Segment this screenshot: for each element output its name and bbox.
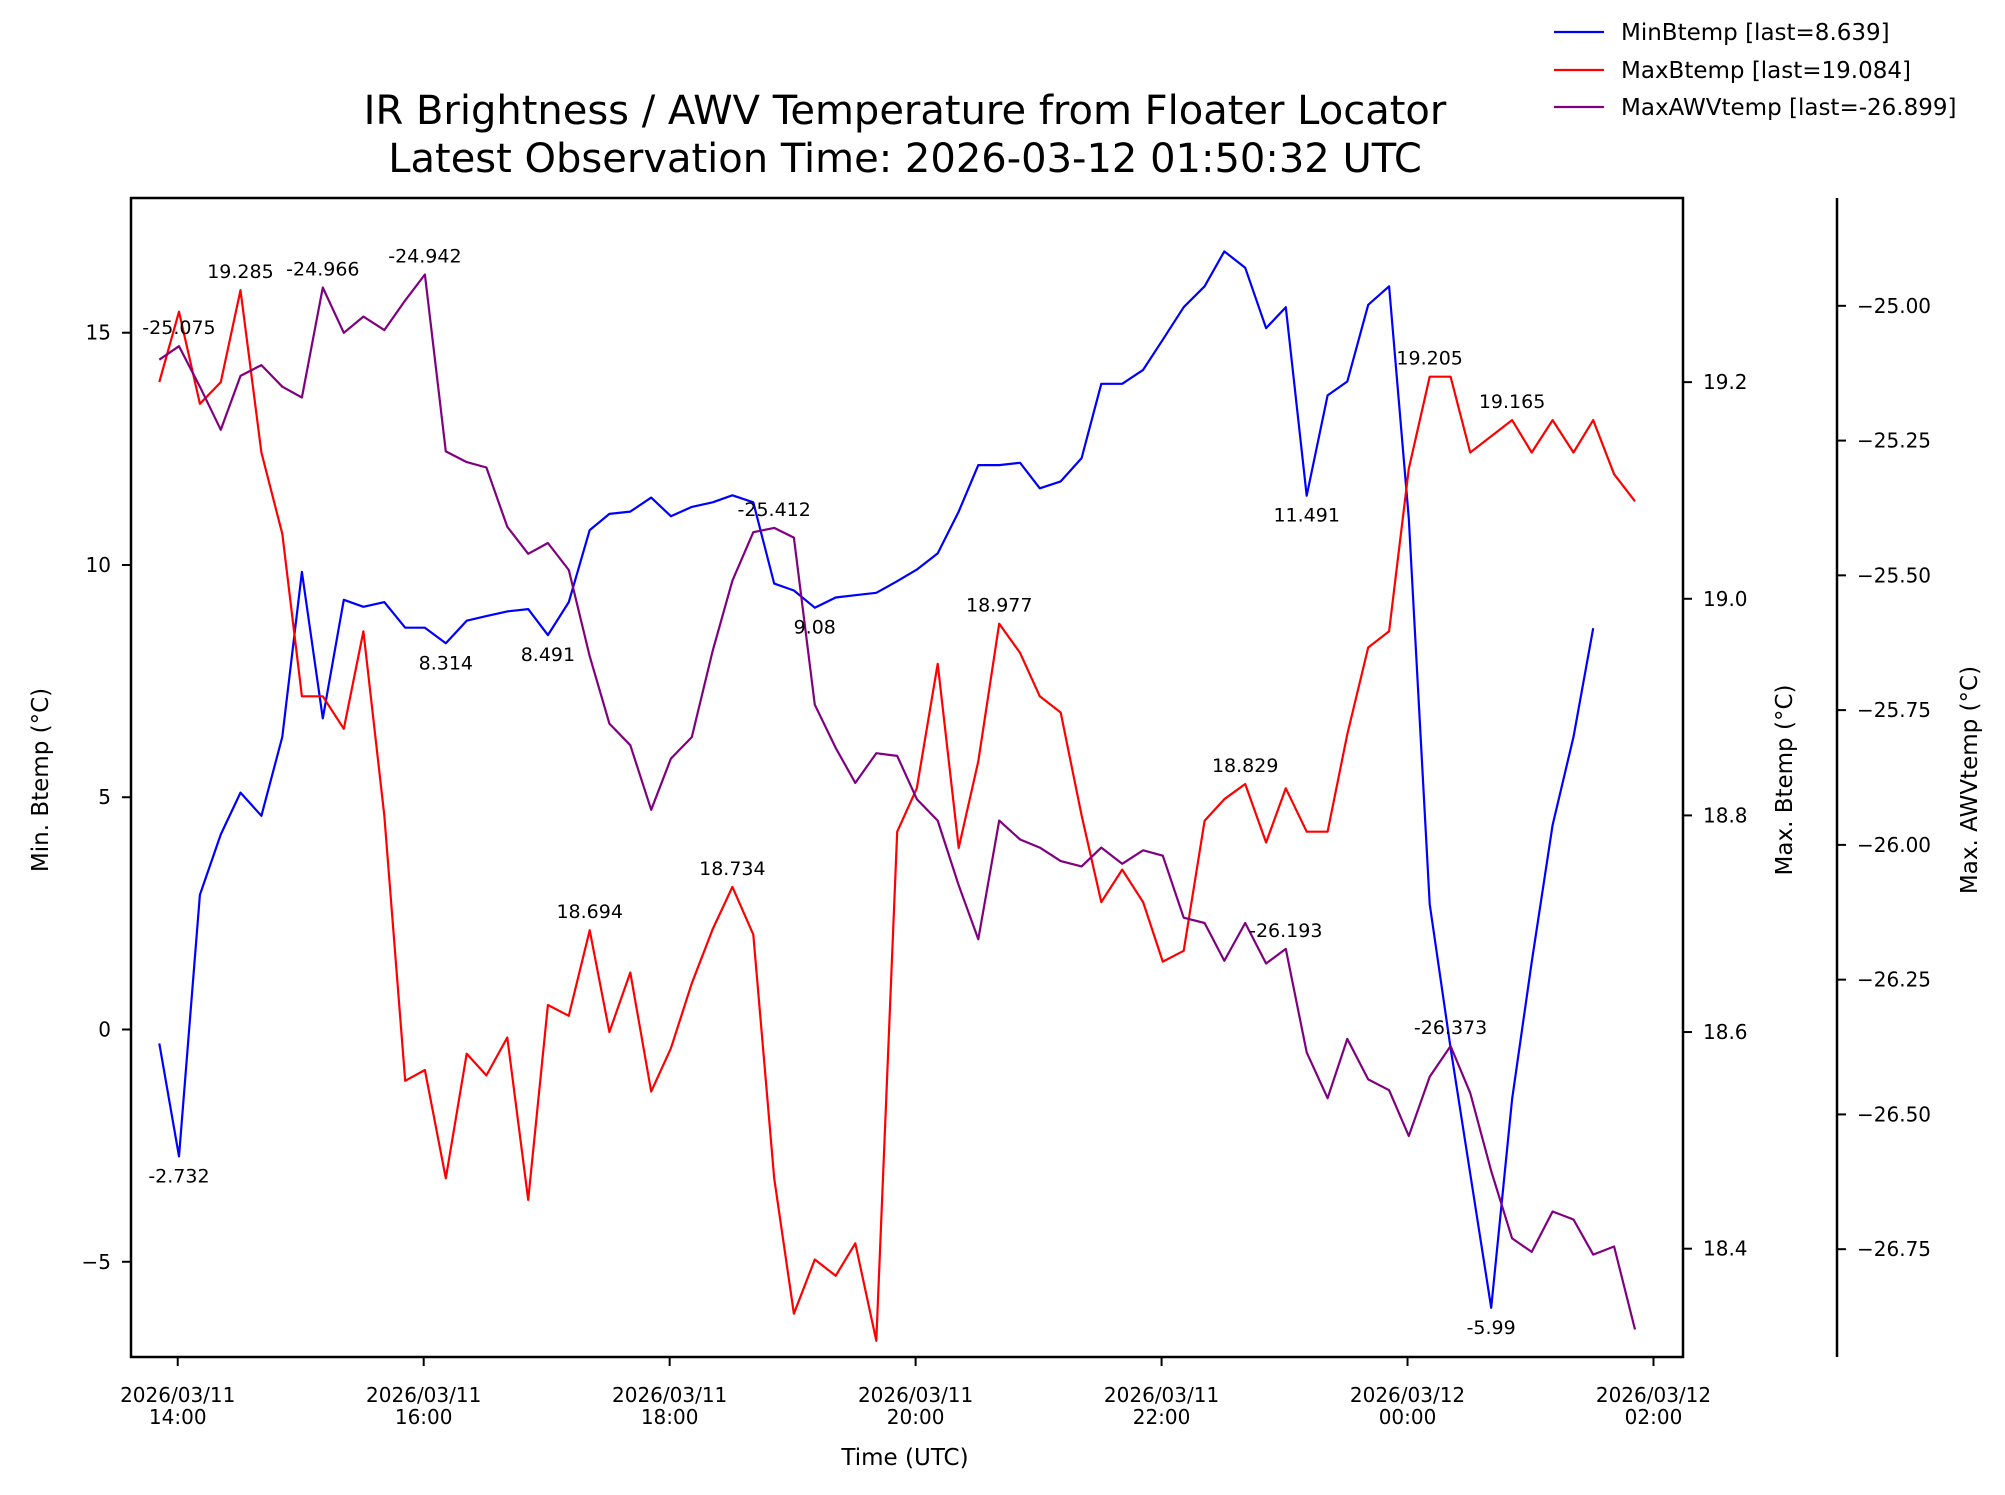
- x-tick-label-date: 2026/03/11: [120, 1383, 235, 1407]
- chart-title-line-1: IR Brightness / AWV Temperature from Flo…: [364, 88, 1447, 134]
- x-tick-label-time: 18:00: [641, 1405, 699, 1429]
- y-min-tick-label: 0: [98, 1018, 111, 1042]
- x-tick-label-time: 20:00: [887, 1405, 945, 1429]
- data-label: -25.412: [738, 499, 811, 521]
- chart-title: IR Brightness / AWV Temperature from Flo…: [364, 88, 1447, 182]
- data-label: 18.694: [556, 901, 622, 923]
- data-label: 18.829: [1212, 755, 1278, 777]
- chart-title-line-2: Latest Observation Time: 2026-03-12 01:5…: [388, 136, 1422, 182]
- x-axis: Time (UTC) 2026/03/1114:002026/03/1116:0…: [120, 1357, 1711, 1471]
- data-annotations: -2.732 8.314 8.491 9.08 11.491 -5.99 19.285 18.…: [142, 246, 1545, 1339]
- data-label: 19.205: [1396, 348, 1462, 370]
- legend-label-min-btemp: MinBtemp [last=8.639]: [1621, 20, 1890, 46]
- data-label: 8.314: [419, 652, 473, 674]
- data-label: 9.08: [794, 617, 836, 639]
- y-awv-tick-label: −26.25: [1857, 968, 1931, 992]
- min-btemp-line: [158, 250, 1595, 1309]
- max-btemp-line: [158, 289, 1636, 1342]
- y-awv-tick-label: −26.50: [1857, 1102, 1931, 1126]
- y-axis-min-label: Min. Btemp (°C): [28, 688, 54, 872]
- y-awv-tick-label: −25.50: [1857, 563, 1931, 587]
- y-min-tick-label: 5: [98, 785, 111, 809]
- x-axis-label: Time (UTC): [840, 1445, 968, 1471]
- y-min-tick-label: 15: [86, 321, 111, 345]
- plot-area-border: [129, 196, 1685, 1359]
- x-tick-label-date: 2026/03/12: [1596, 1383, 1711, 1407]
- series-lines: [158, 250, 1637, 1342]
- y-axis-awv-label: Max. AWVtemp (°C): [1957, 666, 1983, 894]
- data-label: 11.491: [1273, 505, 1339, 527]
- plot-frame: [129, 196, 1839, 1359]
- x-tick-label-time: 00:00: [1379, 1405, 1437, 1429]
- x-tick-label-time: 16:00: [395, 1405, 453, 1429]
- y-max-tick-label: 18.8: [1703, 803, 1748, 827]
- x-tick-label-time: 02:00: [1625, 1405, 1683, 1429]
- y-max-tick-label: 18.6: [1703, 1020, 1748, 1044]
- x-tick-label-time: 22:00: [1133, 1405, 1191, 1429]
- y-max-tick-label: 18.4: [1703, 1237, 1748, 1261]
- y-awv-tick-label: −25.25: [1857, 429, 1931, 453]
- y-axis-max-label: Max. Btemp (°C): [1772, 685, 1798, 876]
- x-tick-label-date: 2026/03/11: [1104, 1383, 1219, 1407]
- data-label: 8.491: [521, 644, 575, 666]
- x-tick-label-date: 2026/03/11: [612, 1383, 727, 1407]
- y-axis-min-btemp: Min. Btemp (°C) −5 0 5 10 15: [28, 321, 131, 1274]
- awv-temp-line: [158, 273, 1637, 1330]
- data-label: -24.942: [388, 246, 461, 268]
- data-label: -24.966: [286, 258, 359, 280]
- y-awv-tick-label: −26.75: [1857, 1237, 1931, 1261]
- y-axis-awv-temp: Max. AWVtemp (°C) −25.00 −25.25 −25.50 −25.…: [1837, 294, 1983, 1261]
- data-label: -2.732: [148, 1165, 209, 1187]
- data-label: -5.99: [1467, 1317, 1516, 1339]
- y-axis-max-btemp: Max. Btemp (°C) 18.4 18.6 18.8 19.0 19.2: [1683, 370, 1798, 1261]
- y-max-tick-label: 19.0: [1703, 587, 1748, 611]
- x-tick-label-date: 2026/03/11: [858, 1383, 973, 1407]
- y-max-tick-label: 19.2: [1703, 370, 1748, 394]
- data-label: 19.165: [1479, 391, 1545, 413]
- data-label: -25.075: [142, 317, 215, 339]
- data-label: 18.734: [699, 858, 765, 880]
- y-min-tick-label: −5: [82, 1250, 111, 1274]
- y-awv-tick-label: −26.00: [1857, 833, 1931, 857]
- x-tick-label-date: 2026/03/12: [1350, 1383, 1465, 1407]
- data-label: -26.193: [1249, 920, 1322, 942]
- y-min-tick-label: 10: [86, 553, 111, 577]
- legend: MinBtemp [last=8.639] MaxBtemp [last=19.…: [1554, 20, 1956, 121]
- data-label: 19.285: [207, 261, 273, 283]
- y-awv-tick-label: −25.75: [1857, 698, 1931, 722]
- data-label: 18.977: [966, 595, 1032, 617]
- legend-label-awv-temp: MaxAWVtemp [last=-26.899]: [1621, 95, 1956, 121]
- x-tick-label-time: 14:00: [149, 1405, 207, 1429]
- x-tick-label-date: 2026/03/11: [366, 1383, 481, 1407]
- y-awv-tick-label: −25.00: [1857, 294, 1931, 318]
- data-label: -26.373: [1414, 1017, 1487, 1039]
- legend-label-max-btemp: MaxBtemp [last=19.084]: [1621, 58, 1911, 84]
